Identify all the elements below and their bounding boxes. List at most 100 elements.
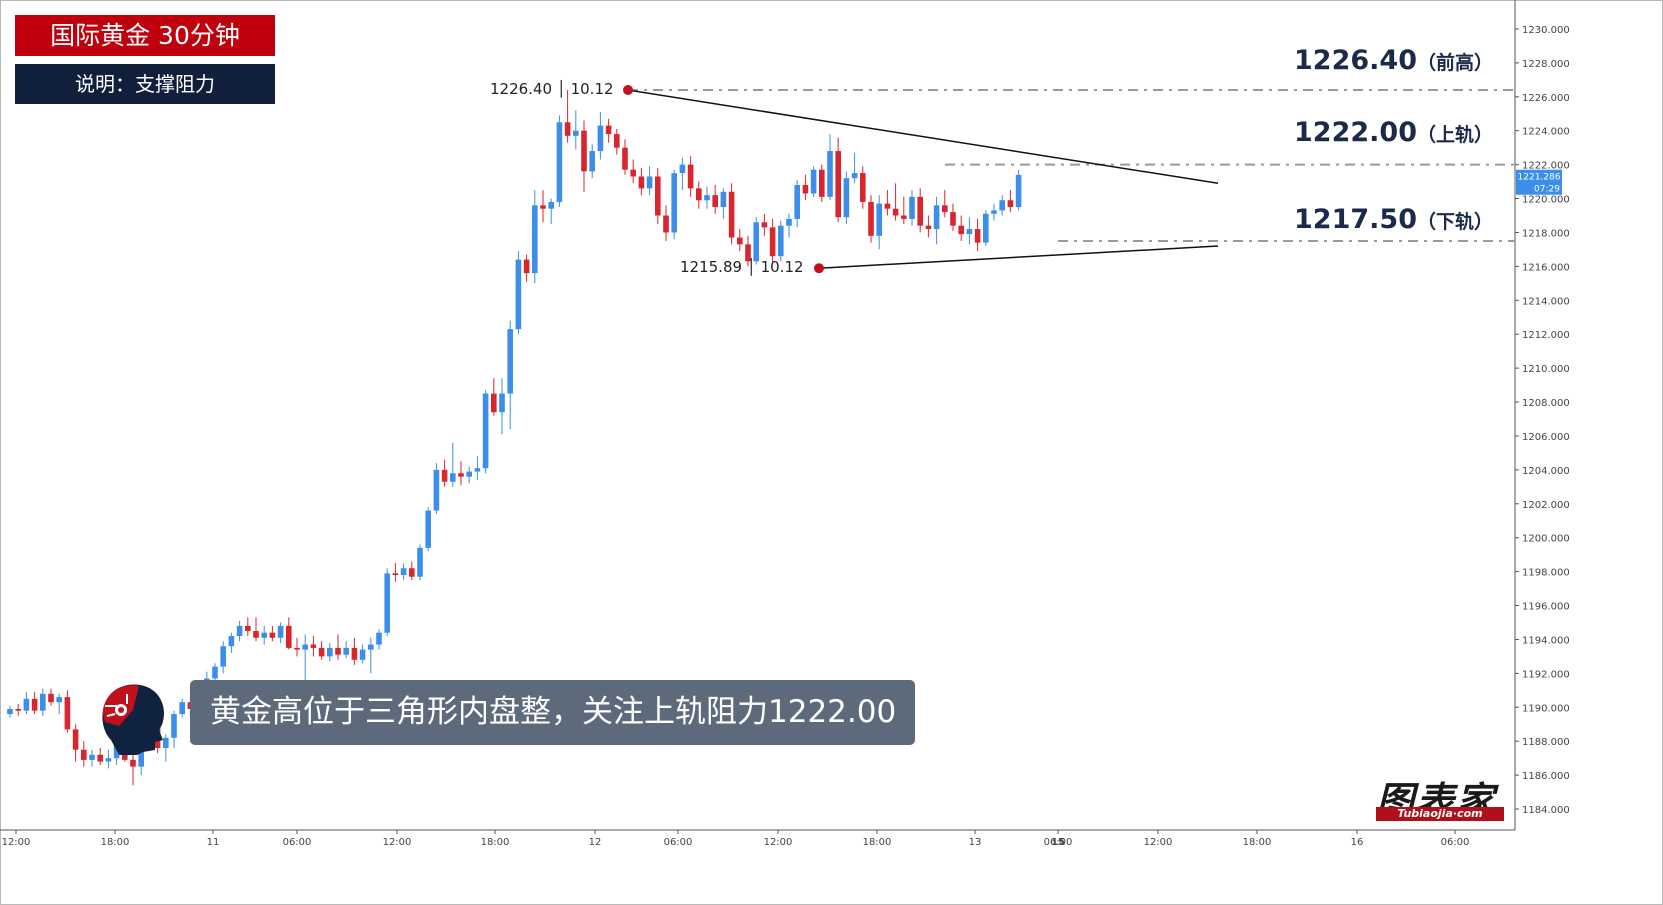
candle-body xyxy=(548,201,554,209)
candle-body xyxy=(843,178,850,218)
candle-body xyxy=(450,473,456,482)
y-tick-label: 1188.000 xyxy=(1522,737,1570,748)
y-tick-label: 1208.000 xyxy=(1522,398,1570,409)
candle-body xyxy=(81,749,87,760)
candle-body xyxy=(761,222,768,228)
candle-body xyxy=(630,169,636,177)
candle-body xyxy=(171,714,177,738)
candle-body xyxy=(704,195,710,201)
candle-body xyxy=(368,644,374,650)
candle-body xyxy=(245,625,251,631)
candle-body xyxy=(236,625,243,637)
candle-body xyxy=(614,134,620,148)
level-price: 1222.00 xyxy=(1294,117,1417,148)
price-tag-countdown: 07:29 xyxy=(1534,185,1560,195)
candle-body xyxy=(482,393,489,469)
candle-body xyxy=(974,229,981,243)
x-tick-label: 06:00 xyxy=(1044,837,1073,848)
price-tag-value: 1221.286 xyxy=(1518,173,1561,183)
candle-body xyxy=(335,647,341,655)
y-tick-label: 1194.000 xyxy=(1522,635,1570,646)
candle-body xyxy=(474,468,481,472)
candle-body xyxy=(48,693,54,703)
candle-body xyxy=(712,195,718,208)
candle-body xyxy=(876,203,882,236)
candle-body xyxy=(417,547,423,577)
candle-body xyxy=(933,205,940,230)
candle-body xyxy=(753,222,759,262)
candle-body xyxy=(1007,200,1014,208)
candle-body xyxy=(392,573,399,576)
candle-body xyxy=(696,188,702,201)
high-point-label: 1226.40 │ 10.12 xyxy=(490,80,614,98)
level-label-prev-high: 1226.40（前高） xyxy=(1294,45,1493,76)
x-tick-label: 18:00 xyxy=(481,837,510,848)
candle-body xyxy=(507,329,513,394)
candle-body xyxy=(433,469,440,511)
candle-body xyxy=(638,176,645,189)
x-tick-label: 12:00 xyxy=(2,837,31,848)
candle-body xyxy=(909,196,915,219)
level-label-lower-rail: 1217.50（下轨） xyxy=(1294,204,1493,235)
candle-body xyxy=(253,630,259,638)
x-tick-label: 12 xyxy=(589,837,602,848)
y-tick-label: 1228.000 xyxy=(1522,59,1570,70)
candle-body xyxy=(458,473,464,477)
y-tick-label: 1224.000 xyxy=(1522,127,1570,138)
candle-body xyxy=(351,647,358,660)
candle-body xyxy=(720,191,727,208)
candle-body xyxy=(441,469,448,482)
candle-body xyxy=(40,693,46,711)
brand-logo: 图表家 Tubiaojia·com xyxy=(1376,770,1516,825)
candle-body xyxy=(491,393,497,413)
candle-body xyxy=(901,215,907,219)
y-tick-label: 1230.000 xyxy=(1522,25,1570,36)
x-tick-label: 16 xyxy=(1351,837,1364,848)
y-tick-label: 1218.000 xyxy=(1522,228,1570,239)
y-tick-label: 1206.000 xyxy=(1522,432,1570,443)
candle-body xyxy=(868,201,874,236)
candle-body xyxy=(737,237,743,245)
level-label-upper-rail: 1222.00（上轨） xyxy=(1294,117,1493,148)
candle-body xyxy=(179,702,185,715)
candle-body xyxy=(228,636,235,647)
candle-body xyxy=(31,698,38,711)
candle-body xyxy=(384,573,390,633)
level-tag: （前高） xyxy=(1416,52,1493,74)
candle-body xyxy=(302,644,308,650)
y-tick-label: 1184.000 xyxy=(1522,805,1570,816)
level-price: 1226.40 xyxy=(1294,45,1417,76)
x-tick-label: 12:00 xyxy=(383,837,412,848)
candle-body xyxy=(1015,174,1022,208)
y-tick-label: 1196.000 xyxy=(1522,602,1570,613)
candle-body xyxy=(745,244,751,262)
candle-body xyxy=(261,632,267,638)
candle-body xyxy=(15,708,21,711)
candle-body xyxy=(679,164,686,174)
candle-body xyxy=(409,568,415,577)
y-tick-label: 1186.000 xyxy=(1522,771,1570,782)
candle-body xyxy=(540,205,546,209)
candle-body xyxy=(663,215,669,233)
x-tick-label: 18:00 xyxy=(863,837,892,848)
x-tick-label: 12:00 xyxy=(1144,837,1173,848)
candle-body xyxy=(942,205,948,213)
x-tick-label: 15 xyxy=(1051,837,1065,848)
candle-body xyxy=(515,259,522,330)
candle-body xyxy=(277,625,284,638)
candle-body xyxy=(589,151,595,172)
candle-body xyxy=(851,173,858,179)
candle-body xyxy=(556,122,563,202)
candle-body xyxy=(286,625,292,648)
price-tag-box xyxy=(1516,169,1562,195)
candle-body xyxy=(343,647,349,655)
y-tick-label: 1212.000 xyxy=(1522,330,1570,341)
candle-body xyxy=(786,218,792,226)
y-tick-label: 1198.000 xyxy=(1522,568,1570,579)
candle-body xyxy=(622,147,628,170)
candle-body xyxy=(925,225,932,230)
candle-body xyxy=(917,196,923,226)
candle-body xyxy=(105,758,112,762)
candle-body xyxy=(892,208,899,216)
